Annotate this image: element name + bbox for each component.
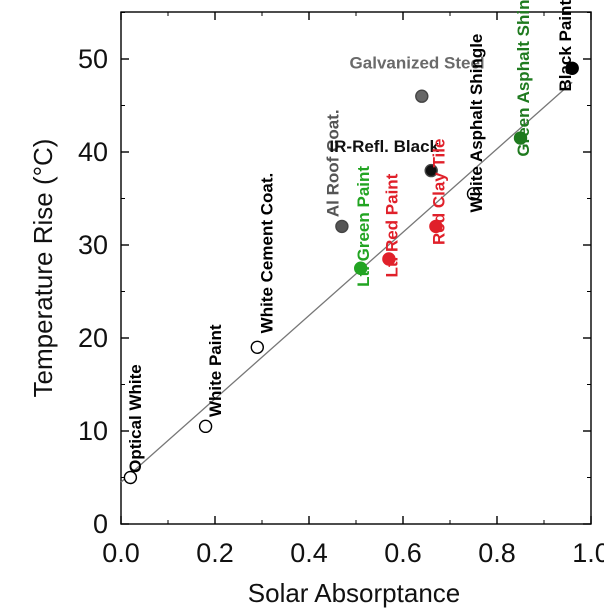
data-point: [415, 89, 429, 103]
point-label: Lt. Red Paint: [382, 173, 401, 277]
data-point: [250, 340, 264, 354]
point-label: Red Clay Tile: [429, 139, 448, 245]
point-label: Al Roof Coat.: [324, 109, 343, 217]
y-tick-label: 50: [78, 44, 108, 74]
data-point: [123, 470, 138, 485]
point-label: Green Asphalt Shingle: [514, 0, 533, 157]
data-point: [429, 219, 443, 234]
x-tick-label: 1.0: [572, 538, 604, 568]
point-label: White Cement Coat.: [258, 173, 277, 334]
data-point: [424, 163, 438, 178]
data-point: [513, 131, 528, 145]
x-tick-label: 0.2: [196, 538, 234, 568]
y-axis-title: Temperature Rise (°C): [28, 139, 58, 398]
y-tick-label: 30: [78, 230, 108, 260]
x-tick-label: 0.6: [384, 538, 422, 568]
point-label: Black Paint: [556, 0, 575, 92]
x-tick-label: 0.0: [102, 538, 140, 568]
x-axis-title: Solar Absorptance: [248, 578, 460, 608]
data-point: [354, 261, 368, 275]
data-point: [565, 61, 579, 76]
trend-line: [120, 81, 573, 483]
point-label: Optical White: [126, 364, 145, 473]
point-label: Lt. Green Paint: [354, 166, 373, 287]
data-points: [123, 61, 579, 485]
point-label: IR-Refl. Black: [329, 137, 439, 156]
data-point: [335, 219, 349, 234]
data-point: [198, 419, 213, 434]
point-label: White Asphalt Shingle: [467, 34, 486, 213]
x-axis-ticks: 0.0 0.2 0.4 0.6 0.8 1.0: [102, 12, 604, 568]
x-tick-label: 0.8: [478, 538, 516, 568]
point-labels: Optical White White Paint White Cement Coa…: [126, 0, 575, 473]
point-label: White Paint: [206, 324, 225, 417]
y-axis-ticks: 0 10 20 30 40 50: [78, 12, 591, 539]
y-tick-label: 0: [93, 509, 108, 539]
data-point: [466, 187, 481, 201]
y-tick-label: 10: [78, 416, 108, 446]
x-tick-label: 0.4: [290, 538, 328, 568]
y-tick-label: 40: [78, 137, 108, 167]
data-point: [382, 252, 396, 266]
y-tick-label: 20: [78, 323, 108, 353]
point-label: Galvanized Steel: [350, 53, 485, 72]
